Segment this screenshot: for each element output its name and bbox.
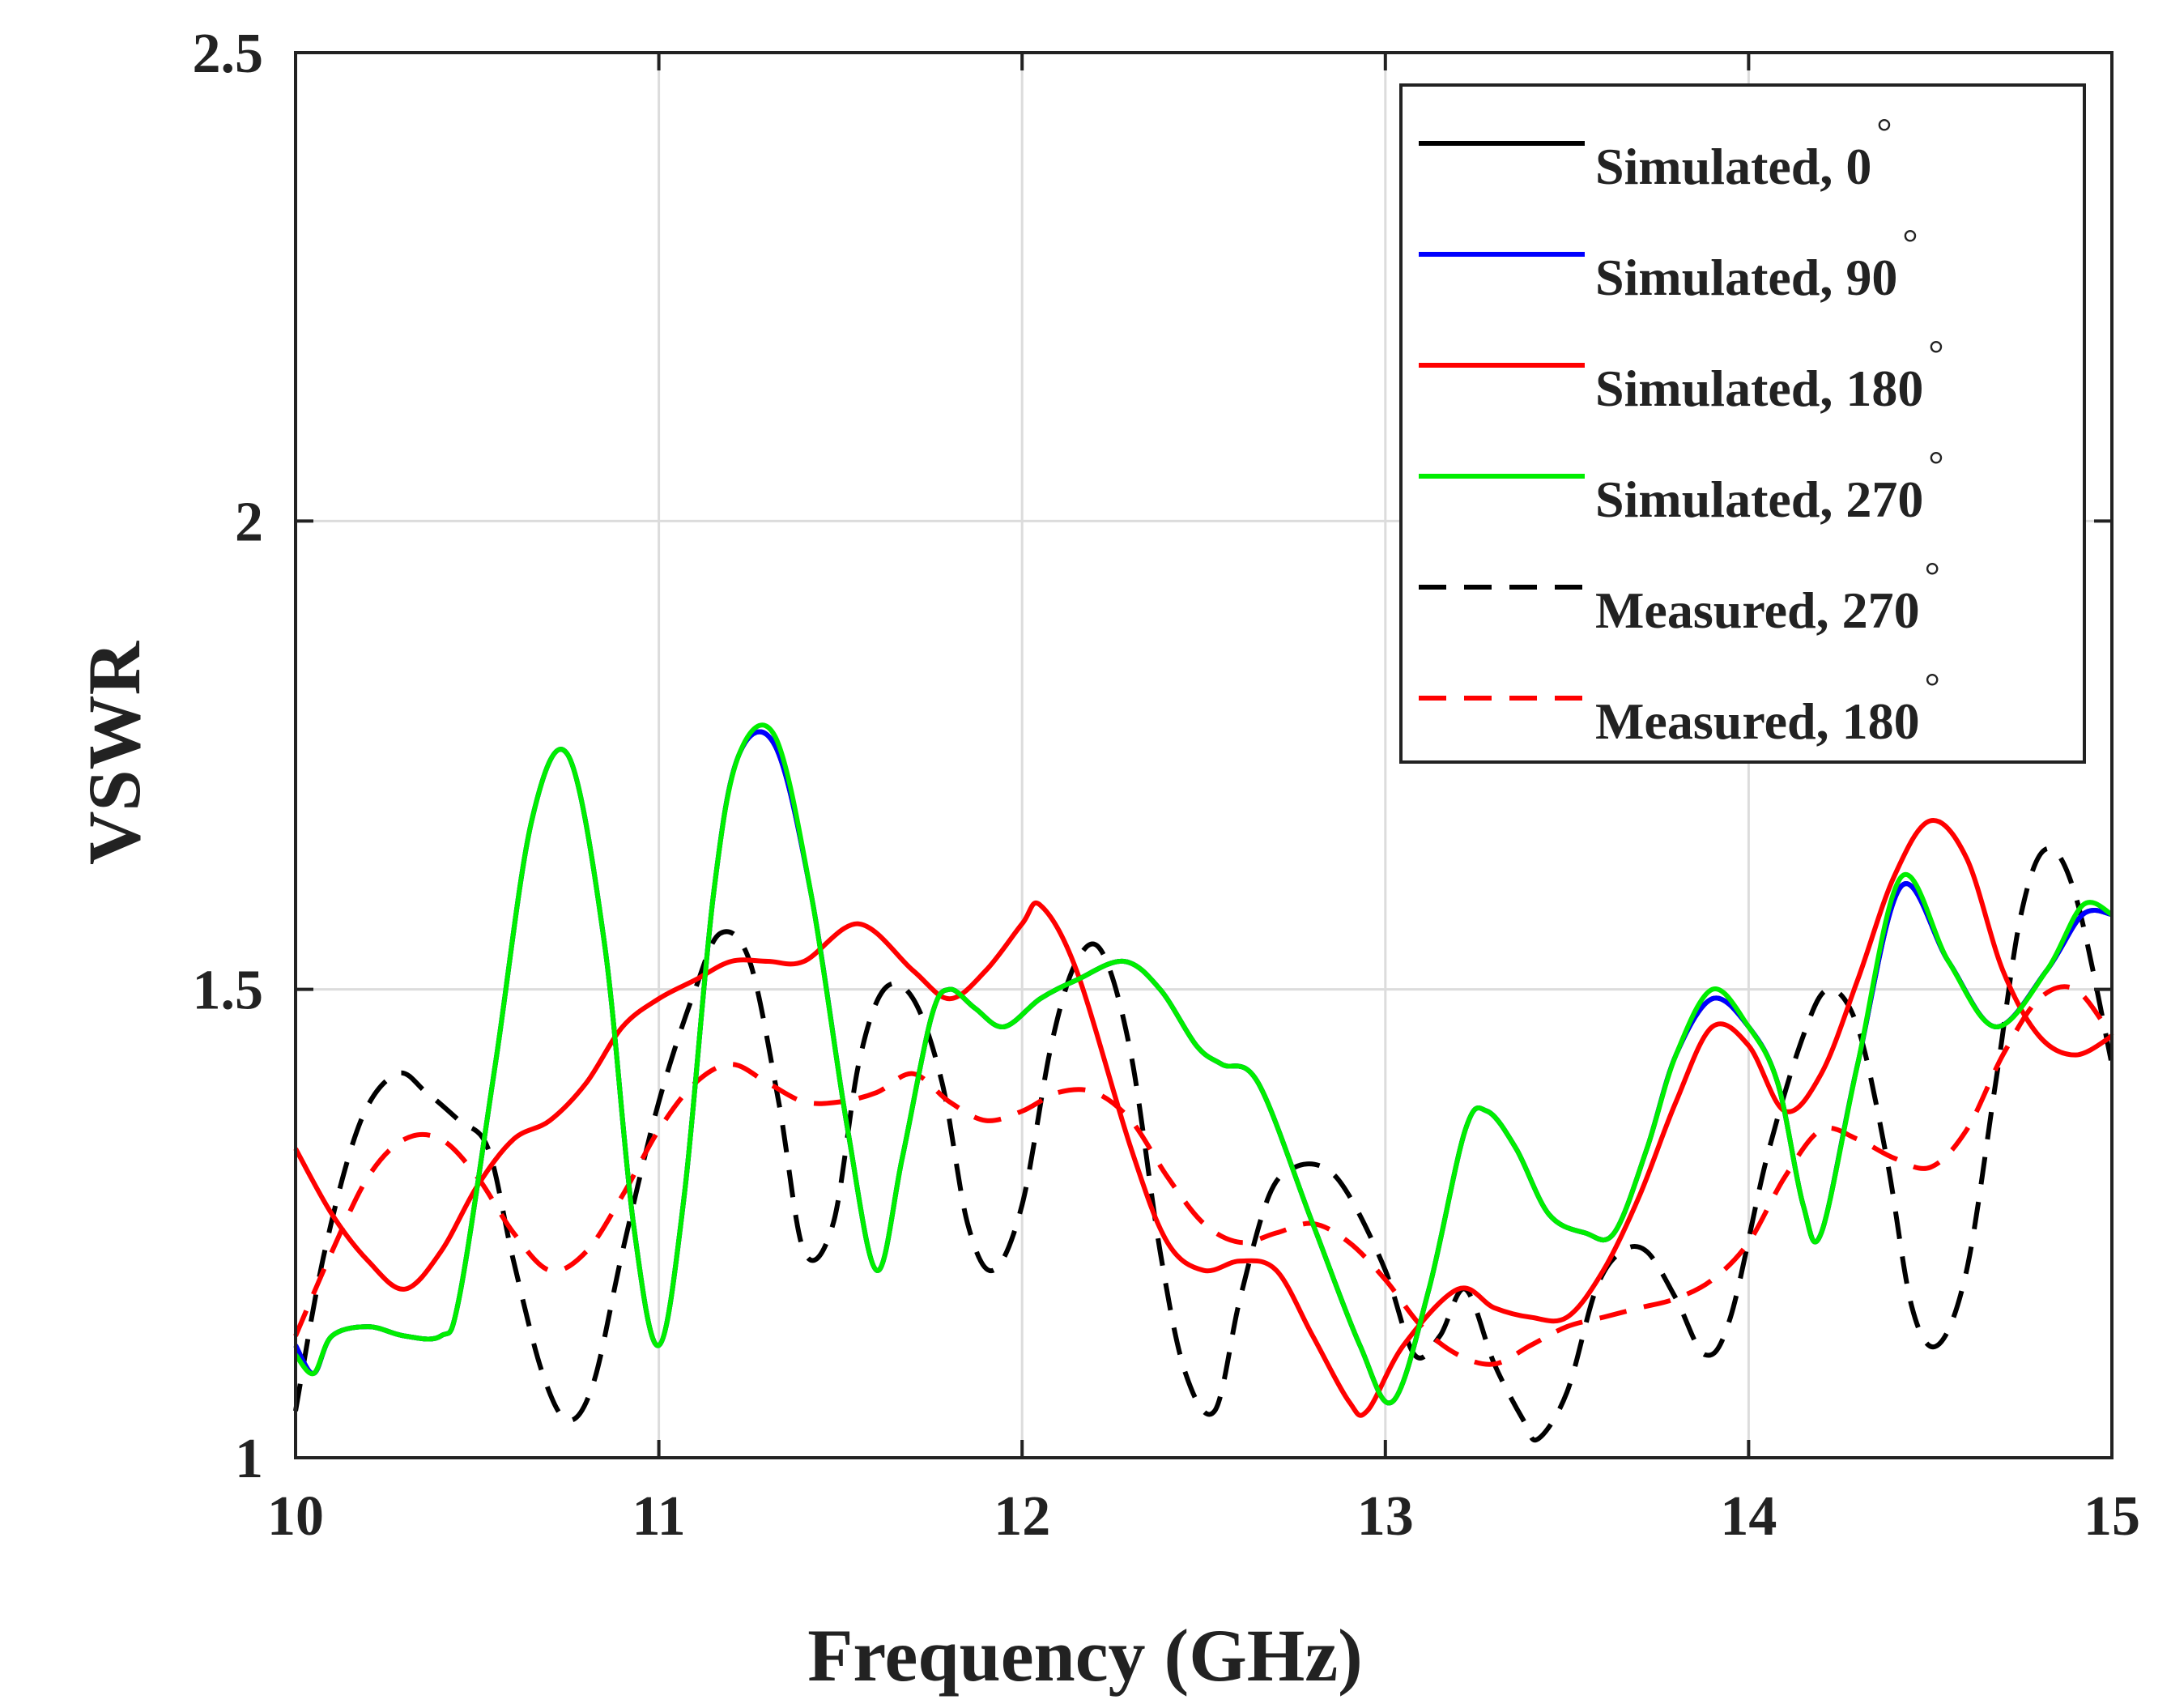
y-tick-label: 2.5 — [193, 23, 264, 85]
x-tick-label: 15 — [2084, 1485, 2140, 1548]
x-tick-label: 14 — [1720, 1485, 1777, 1548]
y-tick-labels: 1 1.5 2 2.5 — [193, 23, 264, 1490]
legend-label-simulated-0: Simulated, 0 — [1595, 138, 1871, 195]
plot-frame — [294, 51, 2114, 1459]
y-tick-label: 2 — [235, 491, 263, 553]
x-tick-label: 10 — [267, 1485, 324, 1548]
tick-marks — [294, 51, 2114, 1459]
legend-degree-symbol: ° — [1928, 444, 1943, 487]
legend-degree-symbol: ° — [1925, 555, 1940, 598]
y-tick-label: 1 — [235, 1428, 263, 1490]
legend-degree-symbol: ° — [1902, 222, 1918, 265]
series-line-measured-180 — [293, 984, 2114, 1367]
series-line-measured-270 — [293, 845, 2114, 1443]
legend: Simulated, 0°Simulated, 90°Simulated, 18… — [1399, 83, 2086, 764]
x-tick-label: 11 — [632, 1485, 686, 1548]
legend-box — [1399, 83, 2086, 764]
legend-label-measured-180: Measured, 180 — [1595, 692, 1920, 750]
legend-degree-symbol: ° — [1925, 666, 1940, 709]
legend-degree-symbol: ° — [1928, 333, 1943, 376]
x-tick-label: 12 — [994, 1485, 1050, 1548]
series-line-simulated-180 — [293, 818, 2114, 1418]
x-tick-label: 13 — [1357, 1485, 1414, 1548]
legend-label-simulated-270: Simulated, 270 — [1595, 471, 1923, 528]
legend-label-simulated-90: Simulated, 90 — [1595, 249, 1897, 306]
legend-label-measured-270: Measured, 270 — [1595, 581, 1920, 639]
x-tick-labels: 10 11 12 13 14 15 — [267, 1485, 2140, 1548]
series-lines — [293, 722, 2114, 1443]
y-tick-label: 1.5 — [193, 960, 264, 1022]
legend-degree-symbol: ° — [1876, 111, 1892, 154]
y-axis-label: VSWR — [73, 640, 155, 865]
legend-label-simulated-180: Simulated, 180 — [1595, 360, 1923, 417]
series-line-simulated-270 — [293, 722, 2114, 1406]
x-axis-label: Frequency (GHz) — [807, 1614, 1363, 1697]
